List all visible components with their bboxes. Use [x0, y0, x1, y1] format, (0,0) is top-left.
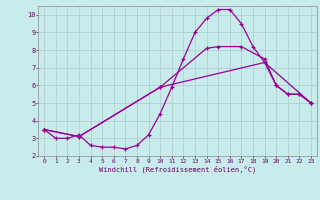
X-axis label: Windchill (Refroidissement éolien,°C): Windchill (Refroidissement éolien,°C) — [99, 165, 256, 173]
